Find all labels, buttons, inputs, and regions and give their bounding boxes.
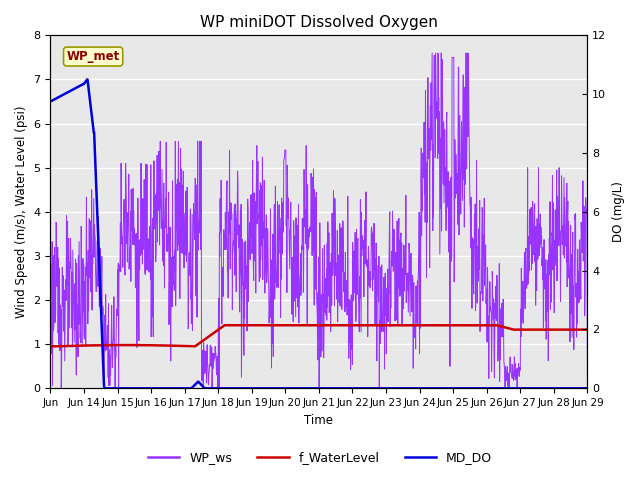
X-axis label: Time: Time [305, 414, 333, 427]
Title: WP miniDOT Dissolved Oxygen: WP miniDOT Dissolved Oxygen [200, 15, 438, 30]
Legend: WP_ws, f_WaterLevel, MD_DO: WP_ws, f_WaterLevel, MD_DO [143, 446, 497, 469]
Y-axis label: DO (mg/L): DO (mg/L) [612, 181, 625, 242]
Text: WP_met: WP_met [67, 50, 120, 63]
Y-axis label: Wind Speed (m/s), Water Level (psi): Wind Speed (m/s), Water Level (psi) [15, 106, 28, 318]
